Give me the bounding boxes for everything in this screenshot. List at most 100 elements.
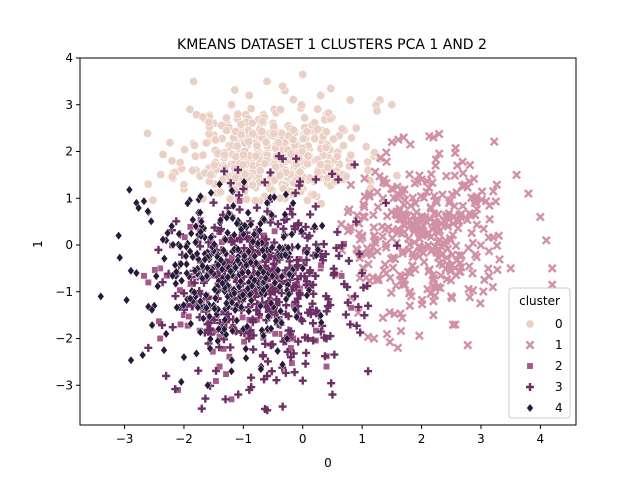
data-point-cluster-4: [190, 287, 199, 298]
data-point-cluster-1: [489, 137, 499, 147]
data-point-cluster-1: [430, 291, 440, 301]
data-point-cluster-1: [447, 293, 457, 303]
data-point-cluster-1: [488, 186, 498, 196]
data-point-cluster-4: [210, 303, 219, 314]
data-point-cluster-1: [357, 233, 367, 242]
data-point-cluster-1: [477, 187, 487, 197]
data-point-cluster-1: [455, 258, 465, 268]
data-point-cluster-3: [266, 168, 275, 177]
data-point-cluster-3: [332, 243, 341, 252]
data-point-cluster-3: [364, 367, 373, 376]
data-point-cluster-1: [417, 295, 427, 305]
data-point-cluster-4: [239, 290, 247, 300]
data-point-cluster-1: [397, 313, 407, 323]
data-point-cluster-1: [389, 193, 399, 203]
data-point-cluster-3: [267, 367, 276, 376]
data-point-cluster-1: [419, 257, 429, 267]
data-point-cluster-4: [276, 306, 285, 316]
data-point-cluster-3: [172, 217, 181, 226]
data-point-cluster-1: [414, 241, 424, 251]
data-point-cluster-0: [179, 180, 189, 190]
data-point-cluster-4: [144, 302, 153, 312]
data-point-cluster-4: [153, 281, 162, 291]
data-point-cluster-4: [244, 208, 252, 218]
data-point-cluster-2: [156, 335, 164, 342]
data-point-cluster-4: [272, 316, 280, 326]
data-point-cluster-1: [450, 171, 460, 181]
legend-label-1: 1: [555, 338, 563, 352]
data-point-cluster-2: [239, 313, 247, 321]
data-point-cluster-0: [313, 124, 323, 134]
data-point-cluster-1: [407, 261, 417, 271]
data-point-cluster-3: [204, 238, 213, 247]
data-point-cluster-0: [261, 137, 271, 147]
y-tick-label: −2: [55, 332, 73, 346]
data-point-cluster-0: [201, 138, 211, 148]
data-point-cluster-4: [122, 295, 131, 305]
data-point-cluster-3: [249, 331, 258, 340]
data-point-cluster-1: [364, 189, 374, 199]
data-point-cluster-2: [271, 227, 279, 235]
data-point-cluster-4: [227, 366, 236, 376]
data-point-cluster-4: [263, 198, 271, 208]
data-point-cluster-4: [289, 198, 297, 208]
x-tick-label: 3: [477, 432, 485, 446]
data-point-cluster-3: [216, 225, 225, 234]
data-point-cluster-1: [363, 259, 373, 269]
data-point-cluster-4: [278, 359, 287, 370]
data-point-cluster-1: [535, 212, 545, 222]
data-point-cluster-1: [450, 320, 460, 330]
data-point-cluster-0: [189, 140, 199, 150]
data-point-cluster-3: [302, 277, 311, 286]
data-point-cluster-1: [443, 244, 453, 254]
data-point-cluster-4: [242, 344, 250, 354]
data-point-cluster-3: [354, 303, 363, 312]
data-point-cluster-4: [152, 271, 161, 281]
data-point-cluster-1: [547, 280, 557, 290]
data-point-cluster-0: [288, 135, 298, 145]
data-point-cluster-2: [271, 330, 279, 338]
data-point-cluster-4: [231, 262, 240, 273]
data-point-cluster-1: [370, 238, 380, 248]
data-point-cluster-0: [220, 150, 230, 160]
data-point-cluster-4: [221, 315, 229, 325]
data-point-cluster-1: [438, 190, 447, 200]
data-point-cluster-3: [306, 210, 315, 219]
legend-label-2: 2: [555, 359, 563, 373]
data-point-cluster-1: [415, 234, 425, 244]
data-point-cluster-4: [259, 285, 268, 295]
data-point-cluster-0: [247, 118, 257, 128]
data-point-cluster-1: [483, 264, 493, 274]
data-point-cluster-4: [196, 296, 205, 307]
data-point-cluster-3: [356, 328, 365, 337]
data-point-cluster-1: [405, 169, 414, 179]
chart-title: KMEANS DATASET 1 CLUSTERS PCA 1 AND 2: [177, 37, 487, 53]
data-point-cluster-3: [234, 165, 243, 174]
data-point-cluster-4: [199, 313, 208, 324]
data-point-cluster-4: [182, 242, 191, 252]
data-point-cluster-1: [492, 265, 502, 275]
legend-title: cluster: [519, 294, 560, 308]
data-point-cluster-3: [289, 349, 298, 358]
data-point-cluster-1: [479, 275, 489, 285]
data-point-cluster-1: [434, 244, 444, 254]
data-point-cluster-1: [360, 212, 370, 222]
x-tick-label: 1: [358, 432, 366, 446]
data-point-cluster-3: [295, 177, 304, 186]
x-tick-label: 2: [418, 432, 426, 446]
data-point-cluster-2: [240, 338, 248, 346]
data-point-cluster-3: [154, 245, 163, 254]
data-point-cluster-3: [296, 272, 305, 281]
data-point-cluster-4: [168, 271, 177, 281]
data-point-cluster-4: [240, 251, 249, 261]
data-point-cluster-1: [448, 320, 458, 330]
data-point-cluster-3: [234, 390, 243, 399]
data-point-cluster-4: [235, 281, 243, 292]
data-point-cluster-3: [328, 169, 337, 178]
data-point-cluster-4: [201, 254, 209, 265]
data-point-cluster-1: [434, 129, 444, 139]
data-point-cluster-3: [240, 244, 249, 253]
data-point-cluster-3: [273, 220, 282, 229]
data-point-cluster-4: [226, 266, 235, 277]
data-point-cluster-1: [426, 169, 436, 179]
